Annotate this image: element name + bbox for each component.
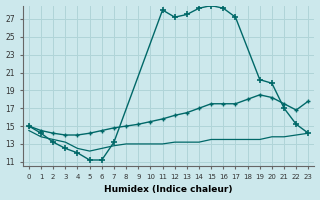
X-axis label: Humidex (Indice chaleur): Humidex (Indice chaleur) [104, 185, 233, 194]
